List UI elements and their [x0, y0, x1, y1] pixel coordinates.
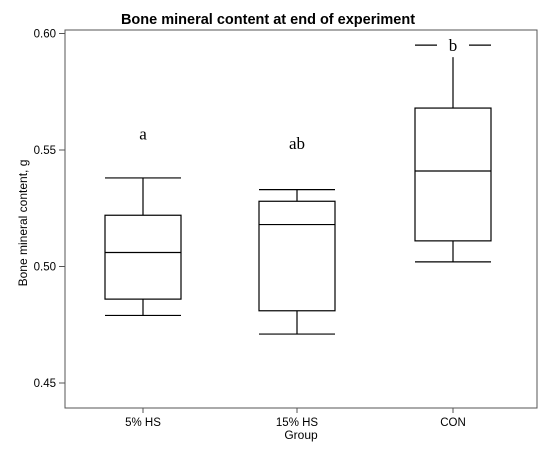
plot-frame — [64, 29, 538, 409]
y-axis: 0.45 0.50 0.55 0.60 — [34, 29, 65, 390]
x-axis-label: Group — [284, 428, 318, 442]
x-tick-label: CON — [440, 417, 466, 429]
boxes-layer: a ab b — [104, 33, 492, 335]
y-tick-label: 0.45 — [34, 378, 56, 390]
y-tick-label: 0.55 — [34, 145, 56, 157]
box-3: b — [414, 33, 492, 263]
x-tick-label: 15% HS — [276, 417, 319, 429]
y-tick-label: 0.60 — [34, 29, 56, 41]
significance-letter: ab — [289, 134, 305, 153]
iqr-box — [414, 107, 492, 242]
y-axis-label: Bone mineral content, g — [16, 160, 30, 287]
box-1: a — [104, 125, 182, 317]
chart-title: Bone mineral content at end of experimen… — [121, 12, 415, 28]
iqr-box — [104, 214, 182, 300]
iqr-box — [258, 200, 336, 312]
y-tick-label: 0.50 — [34, 262, 56, 274]
significance-letter: a — [139, 125, 147, 144]
letter-backdrop — [437, 33, 469, 58]
x-tick-label: 5% HS — [125, 417, 161, 429]
significance-letter: b — [449, 36, 458, 55]
x-axis: 5% HS 15% HS CON — [125, 408, 466, 429]
box-2: ab — [258, 134, 336, 335]
